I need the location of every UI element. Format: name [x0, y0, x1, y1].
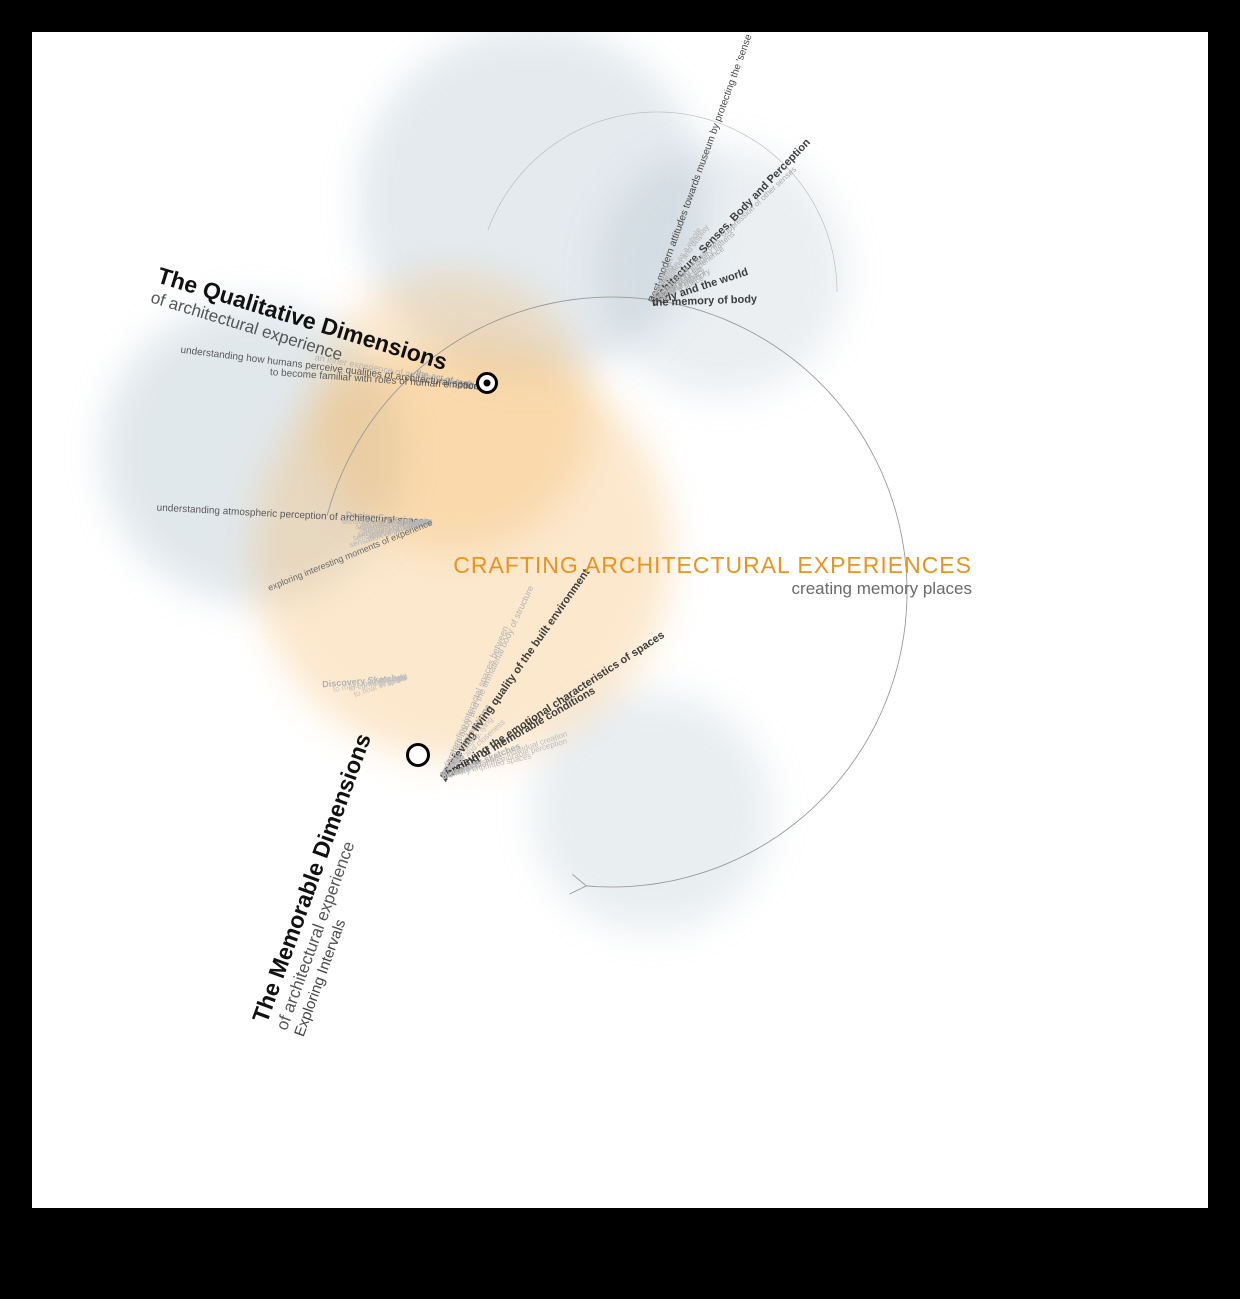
- memorable-title: The Memorable Dimensionsof architectural…: [247, 730, 412, 1039]
- diagram-canvas: Post-modern attitudes towards museum by …: [32, 32, 1208, 1208]
- center-title-line2: creating memory places: [453, 579, 972, 599]
- qualitative-node: [476, 372, 498, 394]
- center-title: CRAFTING ARCHITECTURAL EXPERIENCES creat…: [453, 552, 972, 599]
- frame: Post-modern attitudes towards museum by …: [0, 0, 1240, 1299]
- center-title-line1: CRAFTING ARCHITECTURAL EXPERIENCES: [453, 552, 972, 579]
